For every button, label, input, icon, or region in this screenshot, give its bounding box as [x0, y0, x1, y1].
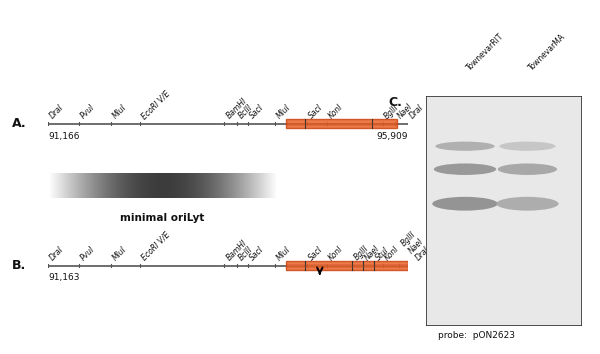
- Text: minimal oriLyt: minimal oriLyt: [120, 213, 204, 223]
- Text: SacI: SacI: [248, 245, 265, 262]
- Text: B.: B.: [12, 259, 26, 272]
- Text: SacI: SacI: [307, 245, 325, 262]
- Text: A.: A.: [12, 118, 26, 130]
- Text: NaeI: NaeI: [363, 244, 382, 262]
- Text: PvuI: PvuI: [79, 245, 97, 262]
- Text: MluI: MluI: [275, 103, 292, 121]
- Text: BamHI: BamHI: [224, 238, 248, 262]
- Text: DraI: DraI: [48, 103, 65, 121]
- Text: EcoRI V/E: EcoRI V/E: [140, 230, 172, 262]
- Ellipse shape: [436, 142, 494, 151]
- FancyBboxPatch shape: [426, 96, 582, 326]
- Ellipse shape: [496, 197, 559, 211]
- Text: 95,909: 95,909: [377, 132, 408, 141]
- Text: KonI: KonI: [327, 244, 345, 262]
- Text: MluI: MluI: [275, 245, 292, 262]
- Text: NaeI: NaeI: [395, 102, 414, 121]
- Text: DraI: DraI: [48, 245, 65, 262]
- Text: SacI: SacI: [248, 103, 265, 121]
- Text: TownevarMA: TownevarMA: [527, 32, 568, 73]
- Text: BamHI: BamHI: [224, 97, 248, 121]
- Text: C.: C.: [389, 96, 403, 109]
- Text: MluI: MluI: [111, 103, 128, 121]
- Text: StuI: StuI: [374, 245, 391, 262]
- Ellipse shape: [434, 164, 496, 175]
- Text: 91,166: 91,166: [48, 132, 79, 141]
- FancyBboxPatch shape: [286, 261, 408, 270]
- Text: DraI: DraI: [408, 103, 425, 121]
- Text: SacI: SacI: [307, 103, 325, 121]
- Ellipse shape: [432, 197, 498, 211]
- Ellipse shape: [499, 142, 556, 151]
- Text: BclII: BclII: [237, 103, 255, 121]
- Text: PvuI: PvuI: [79, 103, 97, 121]
- Text: TownevarRIT: TownevarRIT: [465, 32, 506, 73]
- Text: probe:  pON2623: probe: pON2623: [438, 331, 515, 340]
- Text: BglII: BglII: [383, 103, 401, 121]
- Text: MluI: MluI: [111, 245, 128, 262]
- Text: BclII: BclII: [237, 245, 255, 262]
- Text: BglII: BglII: [352, 244, 370, 262]
- Text: 91,163: 91,163: [48, 273, 79, 282]
- Text: KonI: KonI: [383, 244, 401, 262]
- Text: BglII
NaeI
DraI: BglII NaeI DraI: [399, 229, 433, 262]
- FancyBboxPatch shape: [286, 120, 397, 128]
- Ellipse shape: [498, 164, 557, 175]
- Text: KonI: KonI: [327, 103, 345, 121]
- Text: EcoRI V/E: EcoRI V/E: [140, 88, 172, 121]
